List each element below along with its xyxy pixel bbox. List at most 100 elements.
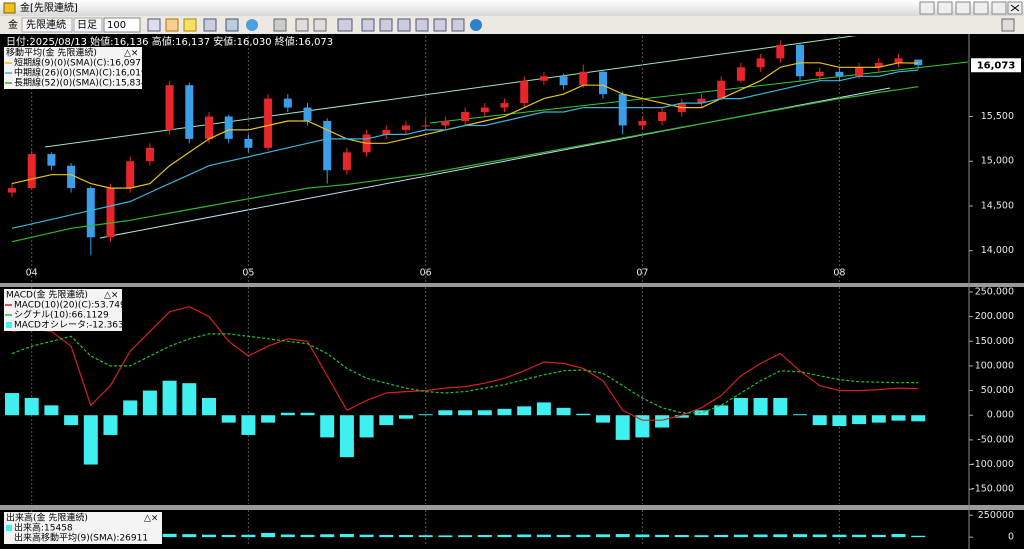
bar: [596, 415, 610, 423]
candle-body: [480, 107, 489, 113]
bar: [182, 383, 197, 416]
legend-entry: 短期線(9)(0)(SMA)(C):16,097: [14, 57, 141, 69]
legend-entry: MACDオシレータ:-12.3638: [14, 320, 130, 331]
bar: [596, 534, 610, 538]
toolbar-icons[interactable]: [147, 18, 1015, 32]
candle-body: [185, 85, 194, 139]
candle-body: [835, 71, 844, 77]
bar: [655, 534, 670, 538]
pin-button-2[interactable]: [937, 1, 953, 15]
contract-label[interactable]: 先限連続: [26, 18, 66, 31]
candle-body: [421, 125, 430, 127]
period-label[interactable]: 日足: [77, 19, 97, 31]
bar: [576, 534, 591, 538]
chart-header: 日付:2025/08/13 始値:16,136 高値:16,137 安値:16,…: [6, 35, 333, 48]
legend-box: [4, 512, 162, 544]
bar: [576, 413, 591, 416]
chart-bg: [0, 34, 1024, 549]
candle-body: [894, 58, 903, 63]
legend-title: 移動平均(金 先限連続): [6, 47, 97, 59]
legend-icon: △×: [104, 291, 118, 301]
bar: [241, 415, 256, 435]
bar: [911, 535, 926, 538]
bar-type[interactable]: [337, 18, 353, 32]
candle-body: [303, 107, 312, 121]
x-tick-label: 07: [636, 268, 648, 279]
ind-1[interactable]: [361, 18, 375, 32]
ind-5[interactable]: [433, 18, 447, 32]
x-tick-label: 04: [26, 268, 38, 279]
candle-body: [618, 94, 627, 126]
settings[interactable]: [1001, 18, 1015, 32]
bar: [536, 534, 551, 538]
bar: [339, 533, 354, 538]
candle-body: [264, 98, 273, 148]
candle-body: [717, 80, 726, 99]
count-value[interactable]: 100: [107, 20, 126, 31]
candle-body: [500, 103, 509, 108]
bar: [753, 397, 768, 416]
pen-tool[interactable]: [183, 18, 197, 32]
bar: [399, 415, 413, 419]
pin-button[interactable]: [919, 1, 935, 15]
bar: [418, 414, 433, 416]
chart-tool[interactable]: [225, 18, 239, 32]
candle-body: [461, 112, 470, 121]
restore-button[interactable]: [973, 1, 989, 15]
candle-body: [205, 116, 213, 139]
ind-4[interactable]: [415, 18, 429, 32]
bar: [280, 534, 295, 538]
grid-tool[interactable]: [273, 18, 287, 32]
legend-title: MACD(金 先限連続): [6, 289, 88, 301]
bar: [635, 534, 650, 538]
candle-body: [638, 120, 647, 126]
bar: [280, 412, 295, 416]
last-price-label: 16,073: [977, 60, 1016, 71]
bar: [674, 415, 689, 418]
close-glyph: [1010, 4, 1020, 12]
line-tool[interactable]: [203, 18, 217, 32]
bar: [674, 535, 689, 538]
candle-body: [382, 129, 391, 135]
window-buttons[interactable]: [919, 1, 1023, 15]
trend-line: [429, 61, 968, 124]
y-tick-label: 15,500: [981, 111, 1014, 122]
ind-2[interactable]: [379, 18, 393, 32]
globe-tool[interactable]: [246, 19, 258, 31]
chart-layer: 04 05 06 07 08 14,000 14,500 15,000 15,500 16,073…: [4, 35, 1021, 545]
bar: [261, 415, 276, 423]
bar: [261, 532, 276, 538]
count-input[interactable]: [103, 17, 141, 33]
ind-3[interactable]: [397, 18, 411, 32]
bar: [753, 534, 768, 538]
table-tool[interactable]: [295, 18, 309, 32]
candle-body: [106, 188, 115, 238]
legend-swatch: [6, 322, 12, 328]
period-select[interactable]: [73, 17, 103, 33]
bar: [615, 415, 630, 440]
candle-body: [559, 76, 568, 86]
list-tool[interactable]: [313, 18, 327, 32]
bar: [852, 534, 867, 538]
bar: [83, 415, 98, 465]
bar: [911, 415, 926, 422]
y-tick-label: 50.000: [981, 385, 1014, 396]
legend-entry: 中期線(26)(0)(SMA)(C):16,019: [14, 67, 147, 79]
bar: [202, 534, 216, 538]
symbol-label: 金: [8, 18, 18, 31]
minimize-button[interactable]: [955, 1, 971, 15]
ind-6[interactable]: [451, 18, 465, 32]
candle-body: [539, 76, 548, 81]
maximize-button[interactable]: [991, 1, 1007, 15]
cursor-tool[interactable]: [147, 18, 161, 32]
refresh[interactable]: [470, 19, 482, 31]
y-tick-label: -100.000: [971, 459, 1014, 470]
title-bar-bg: [0, 0, 1024, 16]
contract-box[interactable]: [21, 17, 73, 33]
app-icon: [3, 2, 16, 14]
candle-body: [8, 188, 16, 193]
bar: [300, 534, 315, 538]
trend-line: [44, 36, 857, 148]
bar: [733, 397, 748, 416]
hand-tool[interactable]: [165, 18, 179, 32]
